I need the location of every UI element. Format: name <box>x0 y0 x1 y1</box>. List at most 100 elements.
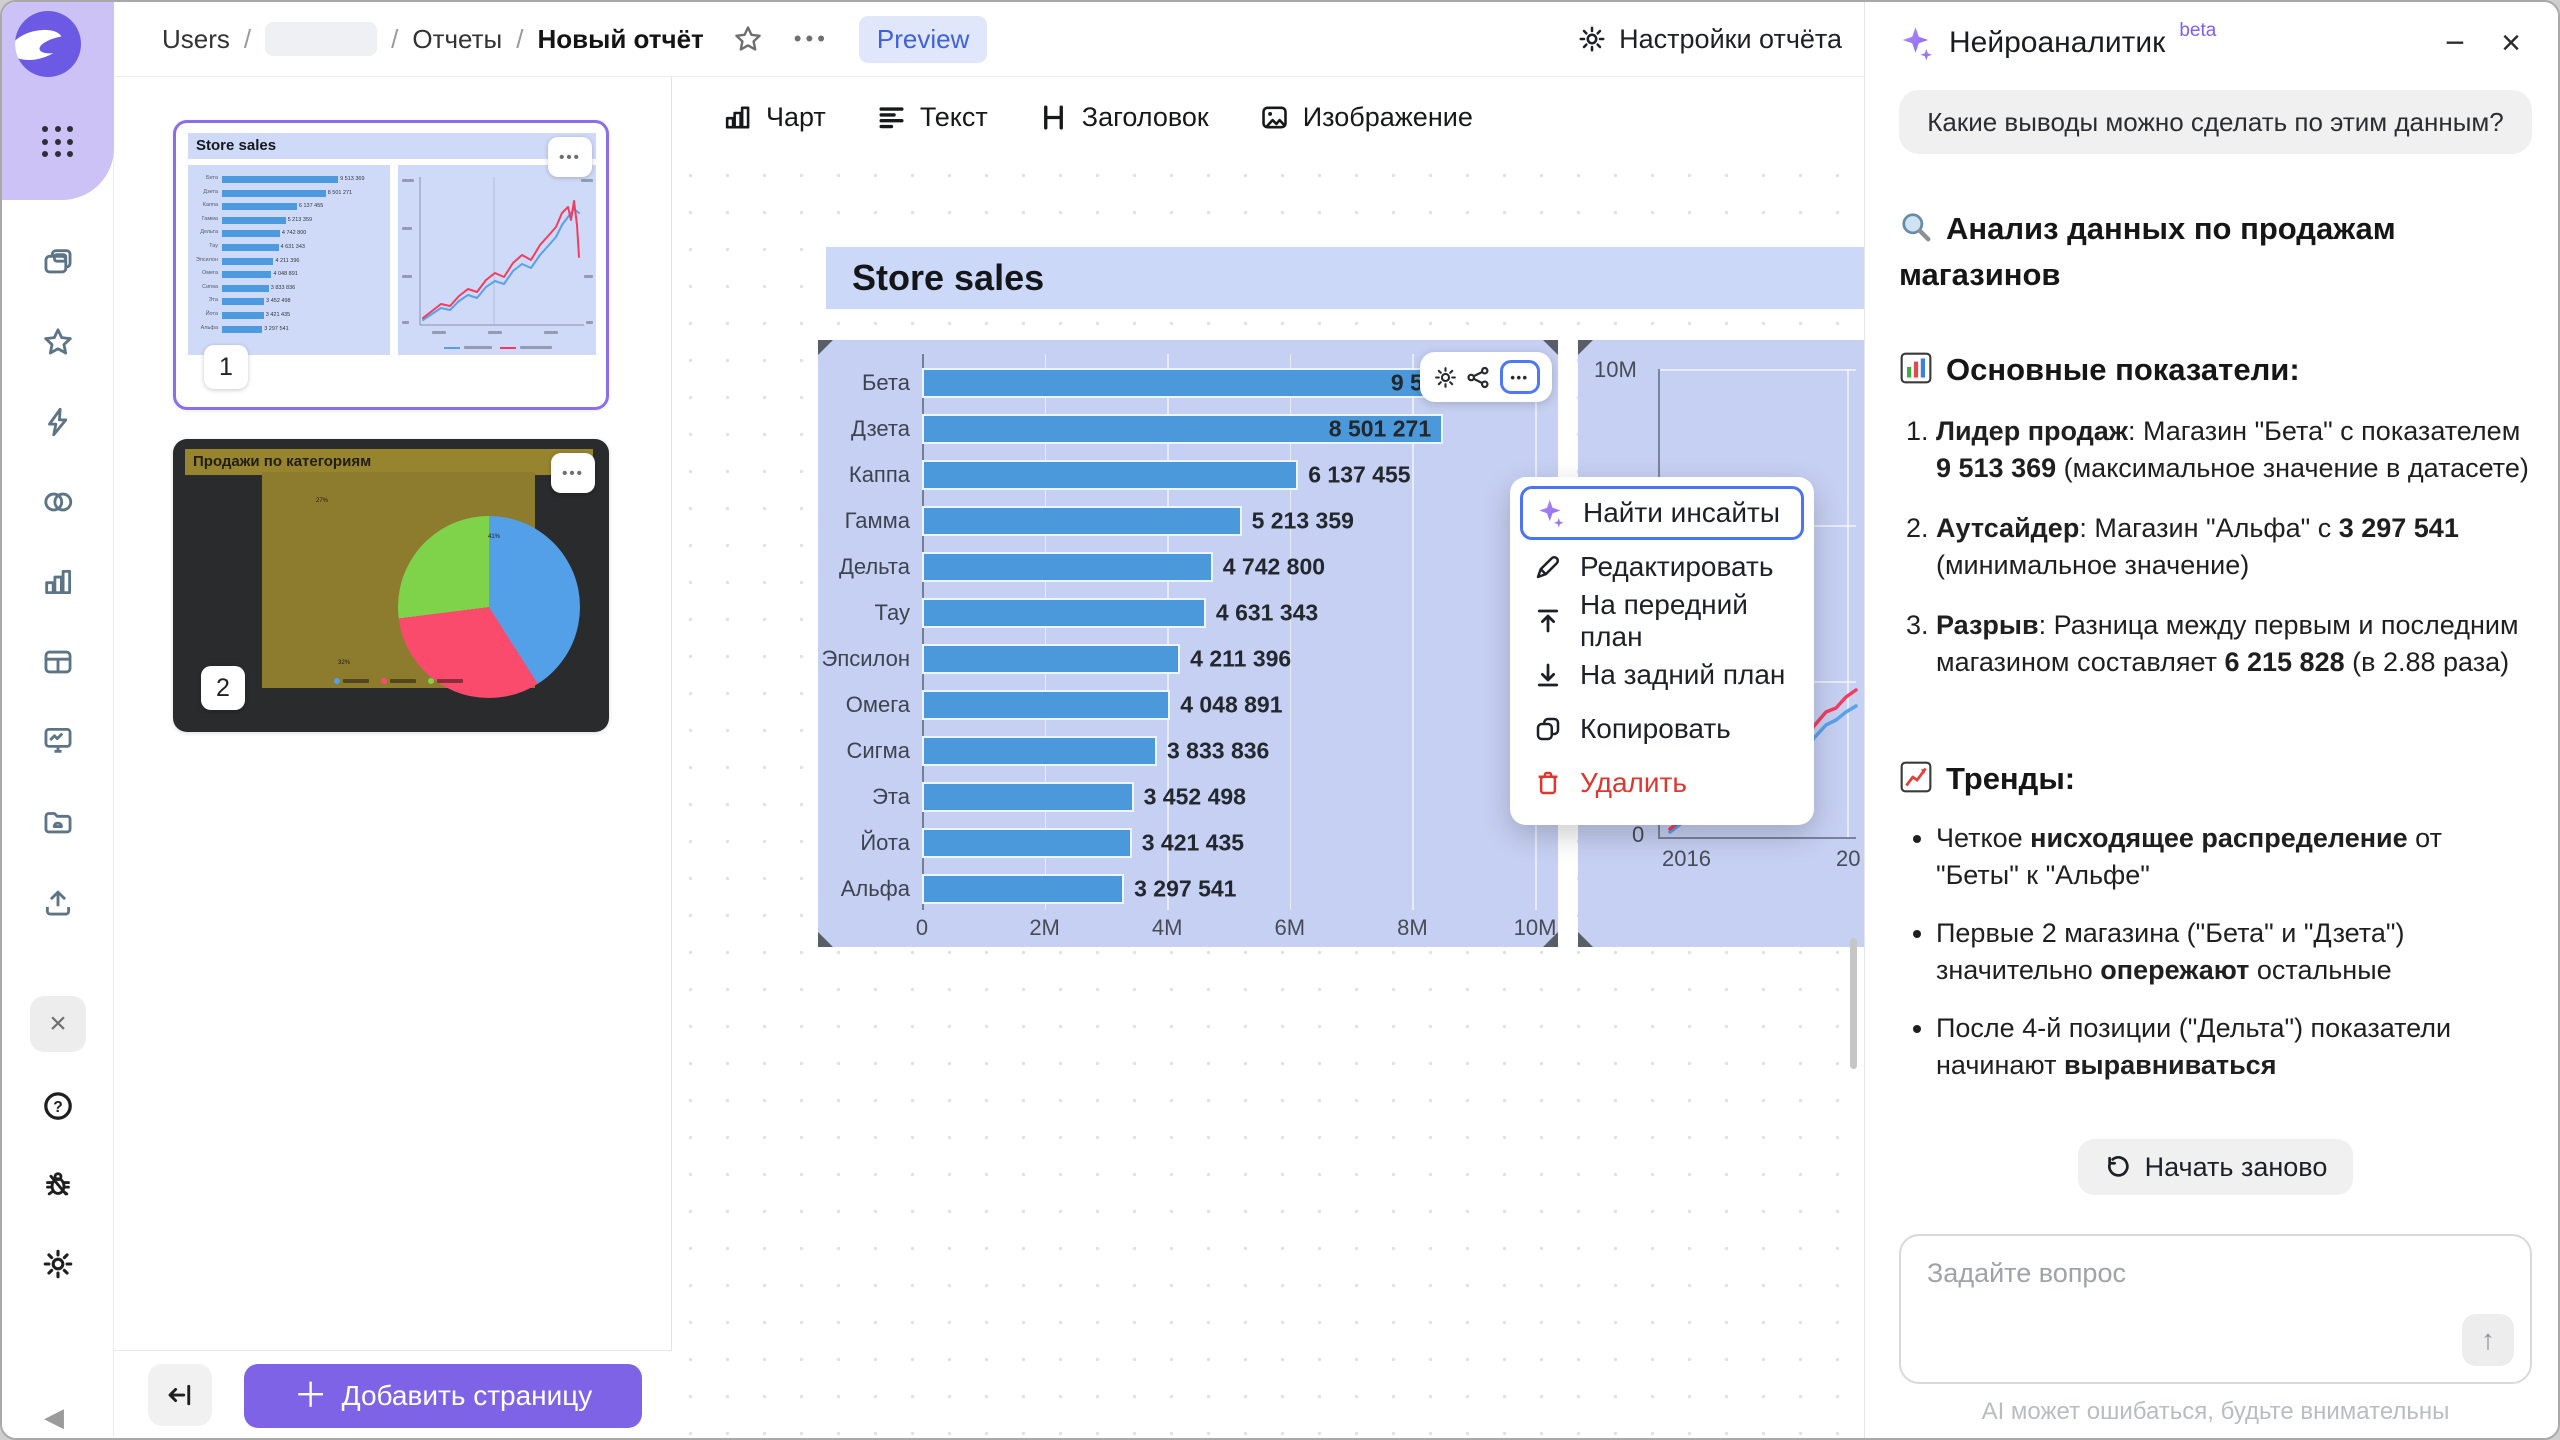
bar <box>922 598 1206 628</box>
upload-icon[interactable] <box>41 885 75 919</box>
insert-image-button[interactable]: Изображение <box>1259 102 1473 133</box>
insert-heading-button[interactable]: Заголовок <box>1038 102 1209 133</box>
gear-icon <box>1577 24 1607 54</box>
insert-chart-button[interactable]: Чарт <box>722 102 826 133</box>
restart-icon <box>2104 1154 2131 1181</box>
widget-toolbar: ••• <box>1420 352 1552 402</box>
favorites-icon[interactable] <box>41 325 75 359</box>
thumb-pie-chart: 41%32%27% <box>262 472 535 688</box>
favorite-star-icon[interactable] <box>732 23 764 55</box>
add-page-button[interactable]: ＋ Добавить страницу <box>244 1364 642 1428</box>
page-2-thumbnail[interactable]: Продажи по категориям 41%32%27% 2 ••• <box>173 439 609 732</box>
bar-category: Йота <box>818 830 910 856</box>
bar <box>922 690 1170 720</box>
ai-panel-title: Нейроаналитик <box>1949 26 2165 60</box>
trend-chart-emoji-icon <box>1899 760 1933 804</box>
pie-slice-label: 41% <box>488 534 500 540</box>
pie-legend-item <box>381 678 416 684</box>
app-window: × ? ◀ Store sales Бета9 513 369Дзета8 50… <box>0 0 2560 1440</box>
collections-icon[interactable] <box>41 245 75 279</box>
breadcrumb-current: Новый отчёт <box>537 24 703 55</box>
menu-item-find-insights[interactable]: Найти инсайты <box>1520 486 1804 540</box>
left-icon-sidebar: × ? ◀ <box>2 2 114 1438</box>
bar-value-label: 4 631 343 <box>1216 600 1318 627</box>
quick-actions-icon[interactable] <box>41 405 75 439</box>
bar <box>922 782 1134 812</box>
bring-front-icon <box>1533 606 1563 636</box>
bar-plot: 02M4M6M8M10MБета9 513 369Дзета8 501 271К… <box>818 340 1558 947</box>
page-1-menu-button[interactable]: ••• <box>548 137 592 177</box>
bar-row: Омега4 048 891 <box>818 682 1558 728</box>
thumb-bar-row: Альфа3 297 541 <box>190 323 386 337</box>
widget-settings-icon[interactable] <box>1433 365 1458 390</box>
bar-value-label: 3 452 498 <box>1144 784 1246 811</box>
x-axis-tick: 0 <box>916 915 928 941</box>
settings-icon[interactable] <box>41 1247 75 1281</box>
dashboards-icon[interactable] <box>41 723 75 757</box>
text-icon <box>876 102 907 133</box>
widget-more-button[interactable]: ••• <box>1500 360 1540 394</box>
page-2-badge: 2 <box>201 666 245 710</box>
close-button[interactable]: × <box>2490 22 2532 64</box>
bar-value-label: 5 213 359 <box>1252 508 1354 535</box>
title-widget[interactable]: Store sales <box>826 247 1864 309</box>
tables-icon[interactable] <box>41 645 75 679</box>
thumb-bar-row: Омега4 048 891 <box>190 268 386 282</box>
datasets-icon[interactable] <box>41 485 75 519</box>
bar <box>922 874 1124 904</box>
storage-icon[interactable] <box>41 805 75 839</box>
report-settings-button[interactable]: Настройки отчёта <box>1577 24 1842 55</box>
ai-disclaimer: AI может ошибаться, будьте внимательны <box>1899 1398 2532 1426</box>
bar-value-label: 3 833 836 <box>1167 738 1269 765</box>
send-button[interactable]: ↑ <box>2462 1314 2514 1366</box>
bar <box>922 552 1213 582</box>
bar <box>922 828 1132 858</box>
charts-icon[interactable] <box>41 565 75 599</box>
collapse-pages-panel-button[interactable] <box>148 1364 212 1426</box>
bar-value-label: 8 501 271 <box>1329 416 1431 443</box>
breadcrumb-redacted[interactable] <box>265 22 377 56</box>
thumb-bar-row: Бета9 513 369 <box>190 173 386 187</box>
bar-chart-widget[interactable]: 02M4M6M8M10MБета9 513 369Дзета8 501 271К… <box>818 340 1558 947</box>
breadcrumb-reports[interactable]: Отчеты <box>412 24 502 55</box>
beta-badge: beta <box>2179 20 2216 42</box>
menu-item-delete[interactable]: Удалить <box>1520 756 1804 810</box>
restart-button[interactable]: Начать заново <box>2078 1139 2354 1195</box>
report-bug-icon[interactable] <box>41 1167 75 1201</box>
ai-panel-header: Нейроаналитик beta − × <box>1899 22 2532 64</box>
pie-slice-label: 32% <box>338 660 350 666</box>
ai-input-box: ↑ <box>1899 1234 2532 1384</box>
more-actions-icon[interactable]: ••• <box>794 26 829 52</box>
menu-item-send-back[interactable]: На задний план <box>1520 648 1804 702</box>
preview-button[interactable]: Preview <box>859 16 987 63</box>
thumb-bar-row: Тау4 631 343 <box>190 241 386 255</box>
x-axis-tick: 2M <box>1029 915 1060 941</box>
bar-category: Сигма <box>818 738 910 764</box>
all-services-icon[interactable] <box>42 126 74 158</box>
x-axis-tick: 6M <box>1275 915 1306 941</box>
app-logo[interactable] <box>15 11 81 77</box>
collapse-left-icon <box>165 1380 195 1410</box>
arrow-up-icon: ↑ <box>2481 1324 2495 1356</box>
help-icon[interactable]: ? <box>41 1089 75 1123</box>
ai-question-input[interactable] <box>1901 1236 2530 1382</box>
breadcrumb-users[interactable]: Users <box>162 24 230 55</box>
menu-item-bring-front[interactable]: На передний план <box>1520 594 1804 648</box>
thumb-bar-row: Йота3 421 435 <box>190 309 386 323</box>
canvas-scrollbar[interactable] <box>1850 938 1857 1069</box>
menu-item-edit[interactable]: Редактировать <box>1520 540 1804 594</box>
page-2-menu-button[interactable]: ••• <box>551 453 595 493</box>
minimize-button[interactable]: − <box>2434 22 2476 64</box>
page-1-thumbnail[interactable]: Store sales Бета9 513 369Дзета8 501 271К… <box>173 120 609 410</box>
analysis-heading: Анализ данных по продажам магазинов <box>1899 208 2532 295</box>
menu-item-copy[interactable]: Копировать <box>1520 702 1804 756</box>
thumb-bar-row: Дельта4 742 800 <box>190 227 386 241</box>
insert-text-button[interactable]: Текст <box>876 102 988 133</box>
metrics-item: Разрыв: Разница между первым и последним… <box>1936 607 2532 681</box>
widget-share-icon[interactable] <box>1466 365 1491 390</box>
magnifier-icon <box>1899 210 1933 254</box>
collapse-sidebar-icon[interactable]: ◀ <box>44 1402 64 1433</box>
bar-row: Каппа6 137 455 <box>818 452 1558 498</box>
close-panel-button[interactable]: × <box>30 996 86 1052</box>
x-axis-tick: 4M <box>1152 915 1183 941</box>
